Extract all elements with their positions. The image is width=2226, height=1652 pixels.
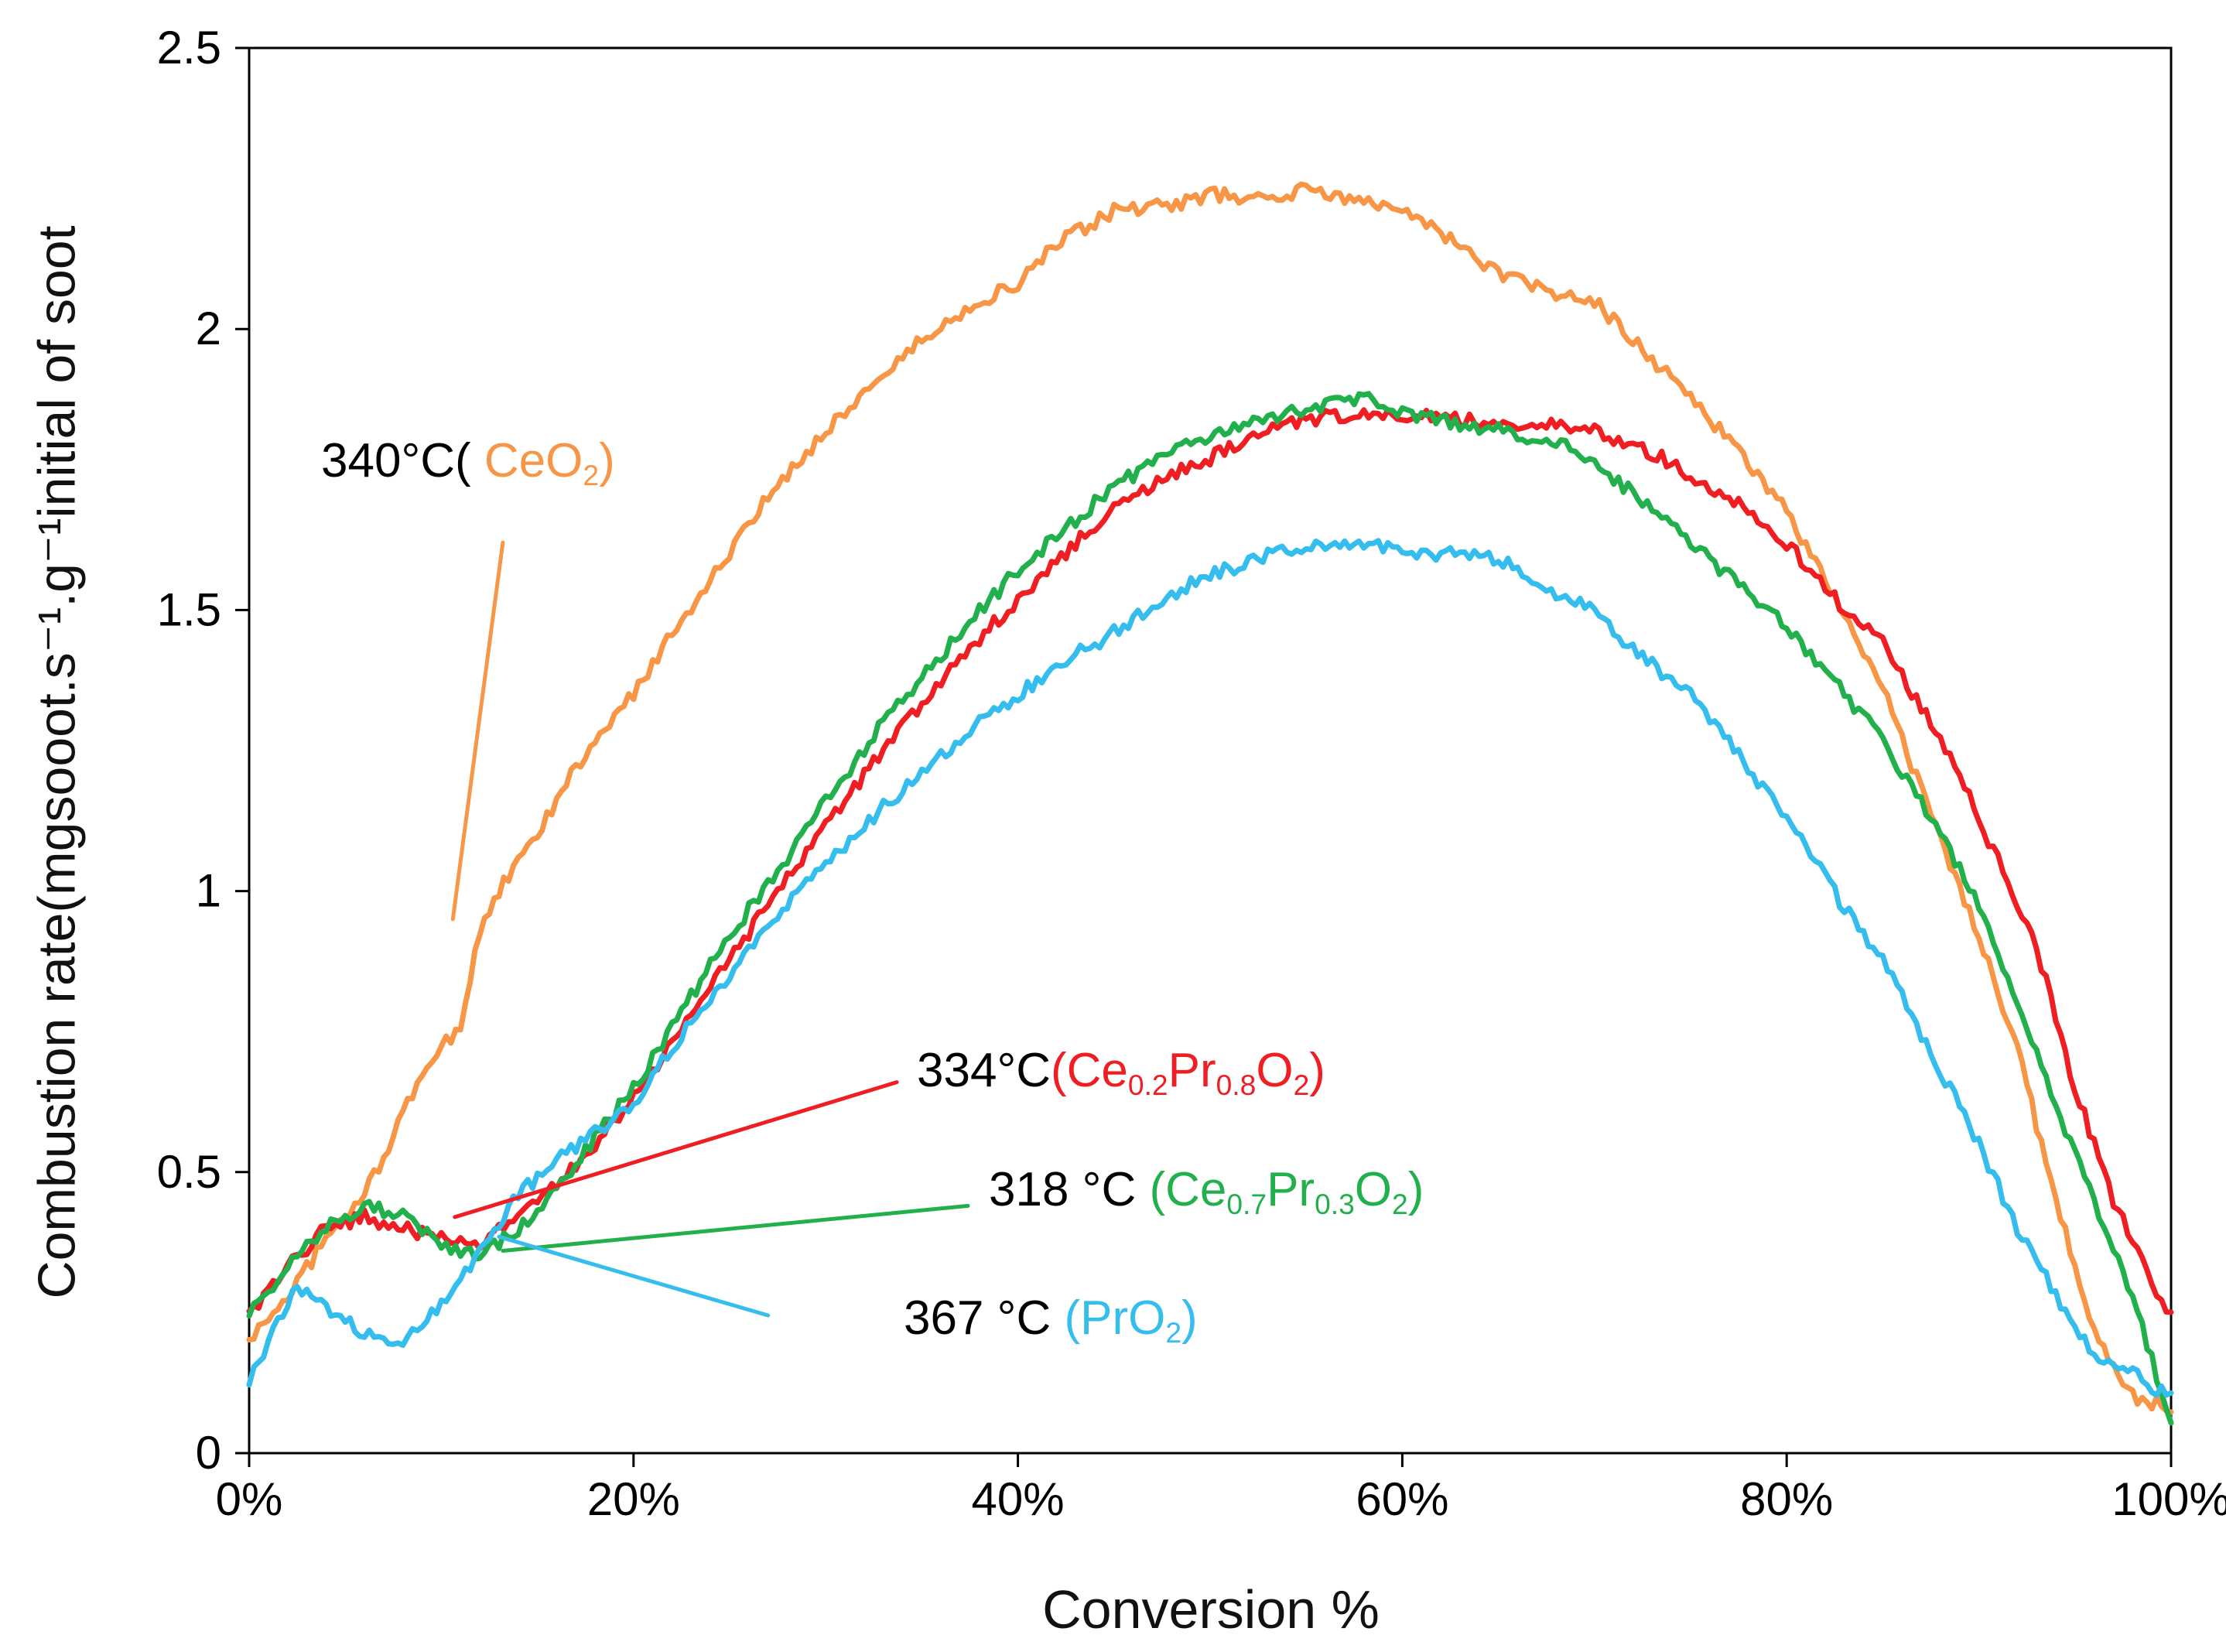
- x-tick-label: 0%: [216, 1473, 283, 1525]
- annotation-ce07pr03-leader: [501, 1203, 970, 1253]
- x-tick-label: 20%: [587, 1473, 680, 1525]
- annotation-ceo2-leader: [450, 540, 505, 922]
- series-line-pro2: [246, 538, 2174, 1398]
- series-line-ce07pr03: [246, 391, 2174, 1426]
- y-tick-label: 1.5: [157, 583, 221, 635]
- x-tick-label: 80%: [1740, 1473, 1833, 1525]
- y-tick-label: 2: [196, 303, 221, 354]
- y-tick-label: 0: [196, 1427, 221, 1479]
- y-axis-title: Combustion rate(mgsooot.s⁻¹.g⁻¹initial o…: [27, 225, 87, 1299]
- x-tick-label: 40%: [972, 1473, 1065, 1525]
- x-axis-title: Conversion %: [1042, 1579, 1380, 1640]
- y-tick-label: 0.5: [157, 1146, 221, 1198]
- x-tick-label: 100%: [2111, 1473, 2226, 1525]
- series-line-ce02pr08: [246, 407, 2174, 1315]
- annotation-ce02pr08-leader: [453, 1080, 899, 1219]
- y-tick-label: 1: [196, 865, 221, 917]
- annotation-pro2-leader: [497, 1234, 771, 1318]
- x-tick-label: 60%: [1356, 1473, 1448, 1525]
- plot-border: [248, 46, 2173, 1455]
- series-line-ceo2: [246, 181, 2174, 1415]
- y-tick-label: 2.5: [157, 22, 221, 74]
